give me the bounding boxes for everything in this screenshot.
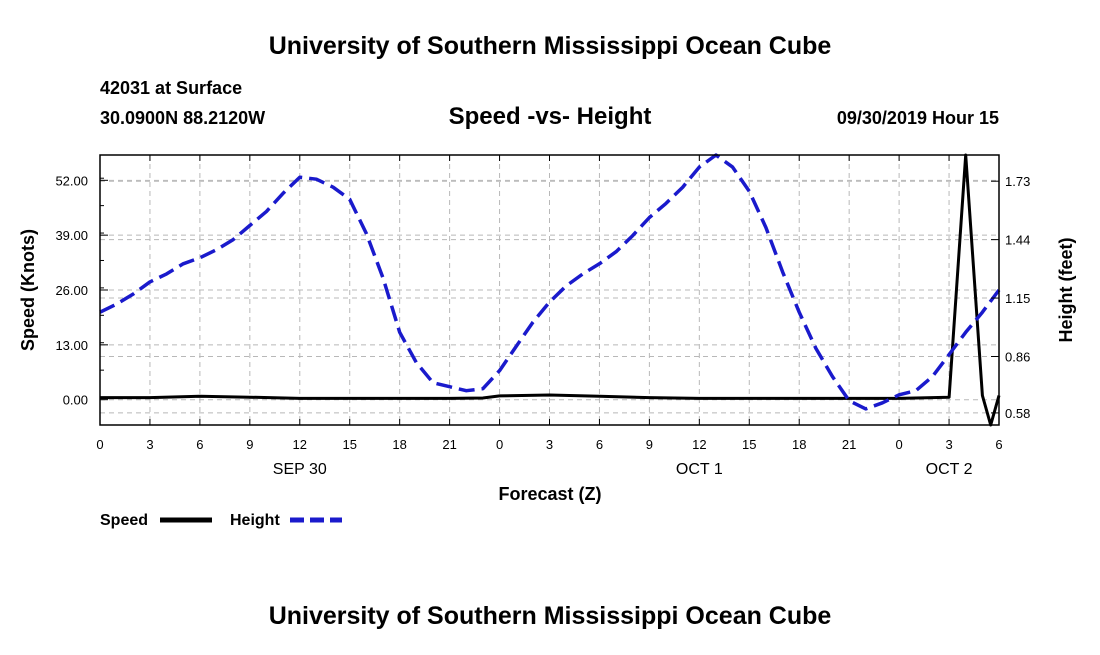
footer-title: University of Southern Mississippi Ocean… [269,602,832,630]
x-axis-label: Forecast (Z) [498,484,601,504]
day-label: OCT 2 [926,461,973,478]
station-label: 42031 at Surface [100,78,242,98]
y-tick-label: 13.00 [55,338,88,353]
x-tick-label: 6 [196,437,203,452]
y-axis-label: Speed (Knots) [18,229,38,351]
x-tick-label: 0 [895,437,902,452]
x-tick-label: 12 [692,437,706,452]
y2-tick-label: 1.44 [1005,233,1030,248]
x-tick-label: 15 [342,437,356,452]
grid-lines [100,155,999,425]
legend: Speed Height [100,512,342,529]
y2-tick-label: 0.86 [1005,349,1030,364]
page-title: University of Southern Mississippi Ocean… [269,32,832,60]
y2-tick-label: 1.15 [1005,291,1030,306]
y2-tick-label: 1.73 [1005,174,1030,189]
day-label: SEP 30 [273,461,327,478]
x-tick-label: 0 [496,437,503,452]
x-tick-label: 6 [596,437,603,452]
x-tick-label: 9 [646,437,653,452]
y-tick-label: 26.00 [55,283,88,298]
series-lines [99,153,1001,427]
speed-series-line [100,153,1001,427]
x-tick-label: 3 [945,437,952,452]
location-label: 30.0900N 88.2120W [100,108,265,128]
day-label: OCT 1 [676,461,723,478]
y-tick-label: 52.00 [55,173,88,188]
y2-axis-label: Height (feet) [1056,238,1076,343]
x-tick-label: 6 [995,437,1002,452]
x-tick-label: 15 [742,437,756,452]
x-tick-label: 9 [246,437,253,452]
x-tick-label: 3 [146,437,153,452]
legend-height-label: Height [230,512,280,529]
x-tick-label: 3 [546,437,553,452]
x-tick-label: 21 [442,437,456,452]
x-tick-label: 18 [792,437,806,452]
y-tick-label: 39.00 [55,228,88,243]
height-series-line [99,153,1001,411]
x-tick-label: 21 [842,437,856,452]
x-tick-label: 12 [293,437,307,452]
chart-subtitle: Speed -vs- Height [449,103,652,130]
y2-tick-label: 0.58 [1005,406,1030,421]
x-tick-label: 18 [392,437,406,452]
datetime-label: 09/30/2019 Hour 15 [837,108,999,128]
legend-speed-label: Speed [100,512,148,529]
y-tick-label: 0.00 [63,393,88,408]
x-tick-label: 0 [96,437,103,452]
axes: 0 3 6 9 12 15 18 21 0 3 6 9 12 15 18 21 0 3 6 SEP 30 OCT 1 OC… [55,155,1030,478]
